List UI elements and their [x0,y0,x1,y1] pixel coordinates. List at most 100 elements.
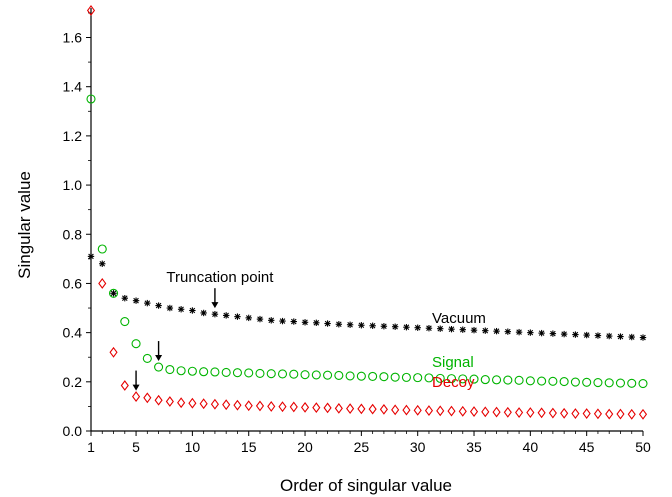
signal-point [458,374,468,384]
x-tick-label: 45 [579,439,595,455]
x-axis-ticks: 1 5 10 15 20 25 30 35 40 45 50 [87,431,651,455]
decoy-point [458,405,467,417]
decoy-point [391,404,400,416]
decoy-point [537,407,546,419]
decoy-point [548,407,557,419]
decoy-point [413,404,422,416]
vacuum-point [504,328,512,335]
signal-point [413,373,423,383]
x-tick-label: 50 [635,439,651,455]
decoy-point [289,401,298,413]
decoy-point [638,408,648,420]
decoy-point [605,408,614,420]
y-tick-label: 0.2 [63,374,83,390]
signal-point [537,376,547,386]
series-decoy [86,5,648,420]
vacuum-point [639,334,647,341]
vacuum-point [301,319,309,326]
annotations: Truncation point Vacuum Signal Decoy [132,269,486,391]
signal-point [570,377,580,387]
signal-point [368,371,378,381]
axes [90,8,643,432]
signal-point [548,376,558,386]
decoy-point [616,408,625,420]
decoy-point [424,405,434,417]
vacuum-point [628,333,635,341]
decoy-point [560,407,569,419]
vacuum-point [110,290,117,297]
decoy-point [571,408,580,419]
decoy-point [188,397,197,409]
y-axis-ticks: 0.0 0.2 0.4 0.6 0.8 1.0 1.2 1.4 1.6 [63,12,91,439]
vacuum-point [583,331,590,339]
signal-point [311,370,321,380]
signal-point [97,244,107,254]
signal-point [334,370,344,380]
series-signal [86,94,648,389]
x-tick-label: 5 [132,439,140,455]
vacuum-point [144,299,151,307]
vacuum-point [313,319,320,326]
vacuum-point [369,322,376,329]
x-tick-label: 20 [297,439,313,455]
data-marks [86,5,648,420]
decoy-point [165,396,174,407]
vacuum-point [211,310,219,318]
vacuum-point [459,326,466,333]
y-tick-label: 0.6 [63,275,83,291]
signal-point [176,366,186,376]
decoy-point [255,400,265,412]
vacuum-point [425,325,433,332]
signal-point [345,371,355,381]
signal-point [266,369,276,379]
x-tick-label: 15 [241,439,257,455]
vacuum-point [572,331,579,338]
vacuum-point [617,333,624,340]
signal-point [356,371,366,381]
truncation-point-label: Truncation point [166,269,274,286]
decoy-point [312,402,321,414]
vacuum-point [538,329,545,337]
x-axis-title: Order of singular value [280,476,452,495]
signal-point [108,288,119,298]
signal-point [503,375,513,385]
decoy-point [402,404,411,416]
signal-point [165,364,175,375]
signal-point [525,376,535,386]
decoy-point [346,403,355,415]
signal-point [469,374,479,384]
vacuum-point [121,294,128,302]
y-tick-label: 1.2 [63,128,83,144]
vacuum-point [87,253,95,260]
vacuum-point [324,320,331,327]
signal-point [582,377,592,387]
signal-point [593,378,603,388]
decoy-point [267,400,276,412]
y-axis-title: Singular value [15,171,34,279]
decoy-point [582,408,591,419]
vacuum-point [290,318,297,325]
decoy-point [131,391,141,402]
vacuum-point [200,309,207,317]
vacuum-point [527,329,534,336]
decoy-point [503,406,512,418]
decoy-point [278,401,287,413]
signal-point [131,339,141,349]
arrow-head [155,355,163,362]
decoy-point [244,400,253,412]
y-tick-label: 0.0 [63,423,83,439]
decoy-point [515,407,524,418]
series-vacuum [87,253,647,341]
decoy-point [222,399,231,411]
vacuum-point [448,325,455,333]
vacuum-point [132,297,140,304]
decoy-point [177,397,186,409]
arrow-head [211,302,219,309]
vacuum-point [256,315,264,323]
vacuum-point [470,326,478,334]
vacuum-point [346,321,354,328]
vacuum-point [166,304,174,312]
signal-point [435,373,445,383]
vacuum-point [403,324,410,331]
y-tick-label: 0.4 [63,325,83,341]
